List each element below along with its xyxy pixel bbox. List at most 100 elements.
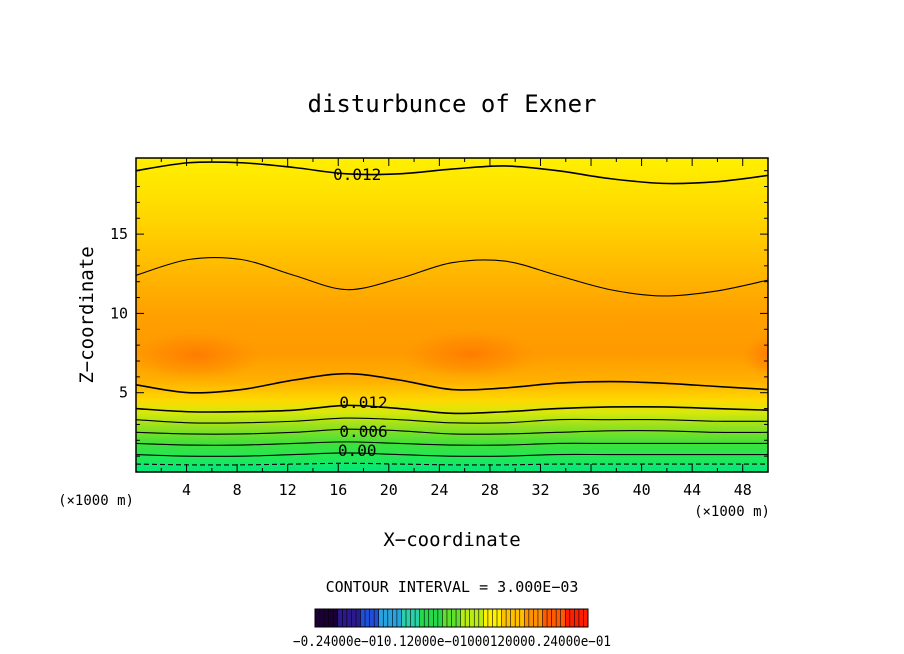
colorbar-swatch (374, 609, 379, 627)
y-axis: 5 10 15 (110, 170, 768, 457)
field-fill (136, 158, 768, 472)
colorbar-swatch (501, 609, 507, 627)
colorbar-swatch (333, 609, 338, 627)
colorbar-swatch (424, 609, 429, 627)
x-axis: 4 8 12 16 20 24 28 32 36 40 44 48 (160, 158, 752, 499)
colorbar-swatch (365, 609, 370, 627)
colorbar-swatch (542, 609, 548, 627)
colorbar-swatch (565, 609, 570, 627)
contour-line (136, 404, 768, 415)
colorbar-swatch (369, 609, 375, 627)
colorbar-swatch (510, 609, 516, 627)
colorbar-swatch (456, 609, 461, 627)
colorbar-swatch (506, 609, 511, 627)
colorbar-swatch (346, 609, 352, 627)
x-tick-label: 16 (329, 481, 347, 499)
colorbar-swatch (337, 609, 343, 627)
colorbar-swatch (383, 609, 388, 627)
colorbar-swatch (483, 609, 488, 627)
colorbar-swatch (492, 609, 497, 627)
colorbar-swatch (315, 609, 320, 627)
colorbar-swatch (410, 609, 416, 627)
x-tick-label: 32 (531, 481, 549, 499)
colorbar-swatch (551, 609, 557, 627)
colorbar-swatch (497, 609, 502, 627)
max-blob-left (136, 329, 266, 381)
x-tick-label: 44 (683, 481, 701, 499)
colorbar-swatch (533, 609, 538, 627)
y-tick-label: 5 (119, 384, 128, 402)
contour-lines (136, 161, 768, 466)
colorbar-swatch (351, 609, 356, 627)
contour-label: 0.012 (333, 165, 381, 184)
contour-line (136, 372, 768, 394)
x-tick-label: 20 (380, 481, 398, 499)
colorbar-swatch (537, 609, 543, 627)
contour-label: 0.00 (338, 441, 377, 460)
contour-line (136, 441, 768, 446)
colorbar-swatch (396, 609, 402, 627)
colorbar-swatch (474, 609, 479, 627)
colorbar-swatch (515, 609, 520, 627)
colorbar-swatch (415, 609, 420, 627)
colorbar-swatch (574, 609, 579, 627)
max-blob-center (398, 328, 542, 380)
colorbar-swatch (328, 609, 334, 627)
contour-line (136, 161, 768, 185)
colorbar-swatch (437, 609, 443, 627)
contour-label: 0.012 (339, 393, 387, 412)
x-tick-label: 28 (481, 481, 499, 499)
colorbar-swatch (583, 609, 588, 627)
colorbar-swatch (569, 609, 575, 627)
colorbar-swatch (556, 609, 561, 627)
colorbar-swatch (460, 609, 466, 627)
plot-area (136, 158, 768, 472)
contour-label: 0.006 (339, 422, 387, 441)
contour-line (136, 417, 768, 424)
colorbar-swatch (387, 609, 393, 627)
colorbar-swatch (528, 609, 534, 627)
colorbar-swatch (406, 609, 411, 627)
colorbar-swatch (478, 609, 484, 627)
contour-line (136, 452, 768, 457)
x-tick-label: 12 (279, 481, 297, 499)
colorbar-swatch (446, 609, 452, 627)
contour-line (136, 462, 768, 466)
colorbar-swatch (419, 609, 425, 627)
colorbar-swatch (465, 609, 470, 627)
colorbar-swatch (469, 609, 475, 627)
plot-frame (135, 157, 769, 473)
colorbar-swatch (401, 609, 406, 627)
x-unit-left: (×1000 m) (58, 493, 134, 509)
colorbar-swatch (319, 609, 325, 627)
colorbar (314, 609, 588, 627)
x-tick-label: 24 (430, 481, 448, 499)
colorbar-swatch (433, 609, 438, 627)
colorbar-swatch (342, 609, 347, 627)
colorbar-swatch (560, 609, 566, 627)
y-tick-label: 15 (110, 225, 128, 243)
colorbar-swatch (524, 609, 529, 627)
colorbar-swatch (519, 609, 525, 627)
contour-interval: CONTOUR INTERVAL = 3.000E−03 (326, 578, 579, 596)
colorbar-swatch (547, 609, 552, 627)
colorbar-swatch (360, 609, 366, 627)
colorbar-swatch (451, 609, 457, 627)
contour-line (136, 256, 768, 297)
x-unit-right: (×1000 m) (694, 504, 770, 520)
colorbar-frame (314, 608, 589, 628)
colorbar-labels: −0.24000e−010.12000e−01000120000.24000e−… (293, 634, 611, 650)
x-tick-label: 48 (734, 481, 752, 499)
colorbar-swatch (442, 609, 447, 627)
colorbar-swatch (355, 609, 361, 627)
colorbar-swatch (378, 609, 384, 627)
x-tick-label: 4 (182, 481, 191, 499)
x-tick-label: 40 (633, 481, 651, 499)
x-tick-label: 36 (582, 481, 600, 499)
x-axis-label: X−coordinate (383, 529, 520, 551)
chart-title: disturbunce of Exner (308, 90, 597, 118)
contour-line (136, 428, 768, 435)
colorbar-swatch (324, 609, 329, 627)
max-blob-right (740, 333, 768, 377)
